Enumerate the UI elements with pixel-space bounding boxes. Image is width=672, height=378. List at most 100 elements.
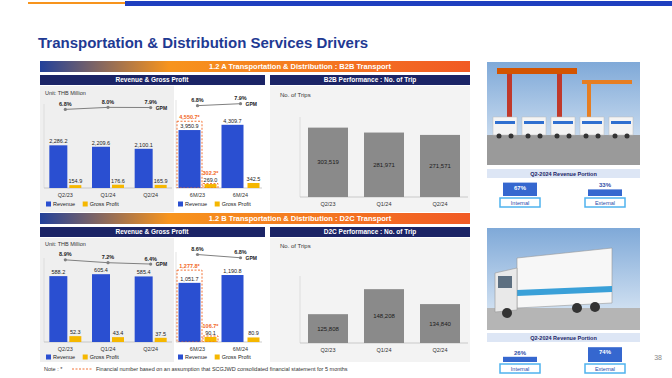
chart: 4,550.7*3,950.94,309.7302.2*269.0342.56.…	[174, 86, 265, 212]
legend-label: Revenue	[53, 354, 75, 360]
data-label: 269.0	[204, 177, 218, 183]
labels: 125,808148,208134,840Q2/23Q1/24Q2/24No. …	[280, 243, 452, 353]
chart: 1,277.8*1,051.71,190.8106.7*90.180.98.6%…	[174, 238, 265, 362]
labels: 303,519281,971271,571Q2/23Q1/24Q2/24No. …	[280, 92, 452, 207]
pro-forma-label: 1,277.8*	[179, 263, 200, 269]
data-label: 148,208	[373, 313, 395, 319]
marks	[308, 289, 460, 343]
photo-wheel	[596, 134, 601, 139]
photo-stripe	[517, 286, 612, 296]
bar	[92, 274, 110, 342]
marker	[106, 261, 109, 264]
portion-value: 33%	[599, 182, 612, 188]
labels: 4,550.7*3,950.94,309.7302.2*269.0342.56.…	[178, 95, 260, 207]
legend-swatch	[83, 202, 88, 207]
data-label: 37.5	[155, 331, 166, 337]
portion-label: External	[595, 366, 615, 372]
panel	[270, 86, 470, 212]
photo-crane	[582, 80, 632, 84]
x-tick-label: Q2/24	[433, 347, 448, 353]
x-tick-label: Q2/24	[143, 346, 158, 352]
sub-header: D2C Performance : No. of Trip	[324, 228, 416, 236]
data-label: 90.1	[205, 330, 216, 336]
marker	[149, 262, 152, 265]
data-label: 8.6%	[191, 246, 204, 252]
legend-label: Gross Profit	[222, 354, 252, 360]
legend-label: Revenue	[185, 354, 207, 360]
marker	[239, 256, 242, 259]
marks	[49, 258, 166, 342]
chart-background	[174, 238, 265, 362]
portion-bar	[588, 189, 622, 196]
portion-value: 26%	[514, 350, 527, 356]
legend-swatch	[46, 355, 51, 360]
pro-forma-label: 4,550.7*	[179, 114, 200, 120]
legend-swatch	[178, 355, 183, 360]
data-label: 80.9	[248, 330, 259, 336]
sub-header-bar	[270, 75, 470, 85]
panel	[270, 238, 470, 362]
portion-title: Q2-2024 Revenue Portion	[530, 171, 597, 177]
chart-unit: Unit: THB Million	[45, 241, 86, 247]
y-axis-line	[300, 276, 301, 343]
bar	[179, 283, 201, 342]
marker	[64, 258, 67, 261]
bar	[179, 130, 201, 188]
bar	[49, 145, 67, 188]
photo	[487, 228, 640, 330]
legend-swatch	[83, 355, 88, 360]
bar	[364, 133, 404, 197]
labels: 1,277.8*1,051.71,190.8106.7*90.180.98.6%…	[178, 246, 259, 360]
photo-wheel	[502, 308, 512, 318]
slide: Transportation & Distribution Services D…	[0, 0, 672, 378]
data-label: 271,571	[429, 163, 451, 169]
bar	[308, 314, 348, 343]
bar	[364, 289, 404, 343]
data-label: 1,190.8	[223, 268, 241, 274]
chart: 125,808148,208134,840Q2/23Q1/24Q2/24No. …	[280, 243, 468, 353]
bar	[135, 149, 153, 188]
data-label: 134,840	[429, 321, 451, 327]
photo-crane	[497, 68, 577, 74]
photo-truck	[524, 121, 544, 124]
portion-value: 74%	[599, 349, 612, 355]
marks	[308, 128, 460, 197]
data-label: 3,950.9	[180, 123, 198, 129]
x-tick-label: 6M/23	[190, 346, 205, 352]
photo-truck-body	[517, 248, 612, 308]
x-tick-label: Q2/24	[143, 192, 158, 198]
bar	[205, 184, 217, 188]
data-label: 6.8%	[191, 97, 204, 103]
pro-forma-box	[177, 270, 202, 342]
bar	[69, 185, 81, 188]
marks	[177, 253, 260, 342]
photo-truck	[611, 121, 631, 124]
photo-sky	[487, 228, 640, 330]
sub-header-bar	[40, 227, 265, 237]
y-axis-line	[176, 100, 177, 188]
marker	[64, 108, 67, 111]
data-label: 585.4	[137, 269, 151, 275]
bar	[112, 185, 124, 188]
data-label: 7.2%	[102, 254, 115, 260]
labels: 588.2605.4585.452.343.437.58.9%7.2%6.4%G…	[45, 241, 167, 360]
section-header-bar	[40, 61, 470, 72]
legend-label: Gross Profit	[90, 201, 120, 207]
data-label: 2,209.6	[92, 140, 110, 146]
note-prefix: Note : *	[44, 366, 63, 372]
data-label: 165.9	[154, 178, 168, 184]
portion-value: 67%	[514, 185, 527, 191]
x-tick-label: Q2/23	[321, 347, 336, 353]
x-tick-label: Q2/24	[433, 201, 448, 207]
line	[65, 260, 150, 264]
marker	[239, 102, 242, 105]
photo-wheel	[590, 302, 600, 312]
photo	[487, 62, 640, 165]
note-line	[72, 369, 92, 370]
sub-header: B2B Performance : No. of Trip	[324, 76, 416, 84]
portion-bar	[503, 357, 537, 362]
portion-title: Q2-2024 Revenue Portion	[530, 335, 597, 341]
chart: 588.2605.4585.452.343.437.58.9%7.2%6.4%G…	[44, 241, 172, 360]
legend-swatch	[46, 202, 51, 207]
y-axis-line	[176, 252, 177, 342]
